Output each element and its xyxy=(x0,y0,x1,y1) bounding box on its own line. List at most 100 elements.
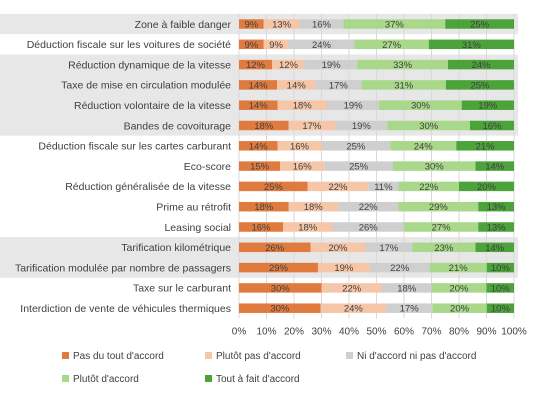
data-label: 30% xyxy=(419,121,439,132)
data-label: 30% xyxy=(270,304,290,315)
category-label: Taxe de mise en circulation modulée xyxy=(61,80,231,92)
data-label: 22% xyxy=(390,263,410,274)
x-tick-label: 90% xyxy=(476,326,496,337)
x-tick-label: 100% xyxy=(501,326,527,337)
data-label: 19% xyxy=(478,101,498,112)
data-label: 31% xyxy=(394,80,414,91)
data-label: 22% xyxy=(342,283,362,294)
category-label: Taxe sur le carburant xyxy=(133,283,231,295)
bar-segment xyxy=(239,100,278,110)
bar-segment xyxy=(379,100,462,110)
data-label: 31% xyxy=(462,40,482,51)
data-label: 17% xyxy=(400,304,420,315)
data-label: 37% xyxy=(385,20,405,31)
bar-segment xyxy=(305,59,358,70)
legend-label: Tout à fait d'accord xyxy=(216,374,300,385)
data-label: 13% xyxy=(487,202,507,213)
data-label: 17% xyxy=(379,243,399,254)
bar-segment xyxy=(369,262,430,273)
bar-segment xyxy=(239,181,308,192)
data-label: 25% xyxy=(349,162,369,173)
data-label: 16% xyxy=(312,20,332,31)
data-label: 20% xyxy=(477,182,497,193)
bar-segment xyxy=(299,19,344,29)
data-label: 14% xyxy=(249,101,269,112)
data-label: 19% xyxy=(334,263,354,274)
data-label: 14% xyxy=(249,80,269,91)
bar-segment xyxy=(382,283,432,293)
data-label: 9% xyxy=(269,40,283,51)
x-tick-label: 0% xyxy=(232,326,247,337)
category-label: Réduction dynamique de la vitesse xyxy=(68,59,231,71)
bar-segment xyxy=(277,80,316,90)
bar-segment xyxy=(288,201,338,212)
category-label: Tarification kilométrique xyxy=(121,242,231,254)
data-label: 18% xyxy=(254,121,274,132)
bar-segment xyxy=(398,201,479,212)
data-label: 21% xyxy=(449,263,469,274)
bar-segment xyxy=(429,262,487,273)
data-label: 22% xyxy=(328,182,348,193)
bar-segment xyxy=(393,161,476,171)
bar-segment xyxy=(263,19,300,29)
data-label: 16% xyxy=(290,141,310,152)
category-labels: Zone à faible danger Déduction fiscale su… xyxy=(15,19,231,315)
bar-segment xyxy=(354,39,429,50)
bar-segment xyxy=(390,141,457,151)
bar-segment xyxy=(307,181,369,192)
bar-segment xyxy=(239,59,272,70)
data-label: 25% xyxy=(264,182,284,193)
data-label: 24% xyxy=(414,141,434,152)
x-tick-label: 30% xyxy=(311,326,331,337)
bar-segment xyxy=(475,242,514,253)
bars: 9% 13% 16% 37% 25% 9% 9% 24% 27% 31% 12% 12% 19% 33% 2… xyxy=(239,19,514,315)
bar-segment xyxy=(332,222,404,232)
bar-segment xyxy=(315,80,362,90)
bar-segment xyxy=(431,283,487,293)
x-tick-label: 40% xyxy=(339,326,359,337)
bar-segment xyxy=(239,222,283,232)
bar-segment xyxy=(277,100,327,110)
bar-segment xyxy=(461,100,514,110)
bar-segment xyxy=(283,222,333,232)
data-label: 16% xyxy=(251,223,271,234)
bar-segment xyxy=(448,59,514,70)
bar-segment xyxy=(327,100,380,110)
legend-swatch xyxy=(62,375,69,382)
data-label: 33% xyxy=(393,60,413,71)
category-label: Bandes de covoiturage xyxy=(124,120,232,132)
data-label: 10% xyxy=(491,283,511,294)
bar-segment xyxy=(478,201,514,212)
data-label: 22% xyxy=(419,182,439,193)
bar-segment xyxy=(239,242,311,253)
bar-segment xyxy=(272,59,305,70)
data-label: 9% xyxy=(245,20,259,31)
bar-segment xyxy=(368,181,399,192)
x-tick-label: 80% xyxy=(449,326,469,337)
bar-segment xyxy=(365,242,413,253)
x-tick-label: 20% xyxy=(284,326,304,337)
bar-segment xyxy=(343,19,446,29)
data-label: 10% xyxy=(491,304,511,315)
legend-swatch xyxy=(205,375,212,382)
data-label: 25% xyxy=(470,80,490,91)
data-label: 17% xyxy=(329,80,349,91)
data-label: 16% xyxy=(293,162,313,173)
data-label: 11% xyxy=(374,182,393,193)
data-label: 16% xyxy=(482,121,502,132)
bar-segment xyxy=(320,303,387,313)
legend-swatch xyxy=(346,352,353,359)
bar-segment xyxy=(404,222,479,232)
bar-segment xyxy=(239,19,264,29)
data-label: 12% xyxy=(279,60,299,71)
bar-segment xyxy=(387,120,470,131)
data-label: 18% xyxy=(397,283,417,294)
data-label: 19% xyxy=(322,60,342,71)
bar-segment xyxy=(263,39,289,50)
bar-segment xyxy=(475,161,514,171)
data-label: 24% xyxy=(344,304,364,315)
data-label: 24% xyxy=(312,40,332,51)
bar-segment xyxy=(317,262,370,273)
legend-label: Plutôt d'accord xyxy=(73,374,139,385)
